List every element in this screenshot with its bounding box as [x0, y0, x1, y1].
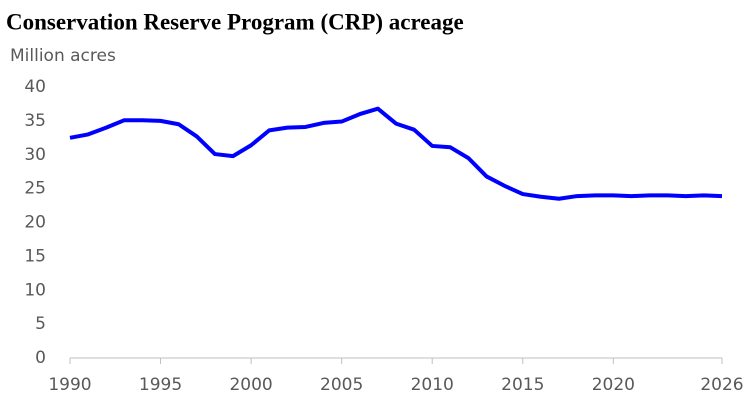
y-tick-label: 10: [24, 280, 46, 300]
y-tick-label: 0: [35, 348, 46, 368]
line: [69, 106, 723, 201]
y-axis-label: Million acres: [10, 46, 116, 66]
x-tick-label: 2000: [229, 375, 272, 395]
y-tick-label: 40: [24, 77, 46, 97]
y-tick-label: 35: [24, 111, 46, 131]
chart-title: Conservation Reserve Program (CRP) acrea…: [6, 9, 464, 34]
x-tick-label: 2015: [501, 375, 544, 395]
x-tick-label: 1995: [139, 375, 182, 395]
y-tick-label: 30: [24, 145, 46, 165]
y-tick-label: 5: [35, 314, 46, 334]
y-tick-label: 25: [24, 179, 46, 199]
y-tick-label: 15: [24, 246, 46, 266]
x-tick-label: 1990: [48, 375, 91, 395]
y-tick-label: 20: [24, 213, 46, 233]
x-tick-label: 2010: [411, 375, 454, 395]
x-tick-label: 2026: [700, 375, 743, 395]
x-tick-label: 2005: [320, 375, 363, 395]
x-tick-label: 2020: [592, 375, 635, 395]
